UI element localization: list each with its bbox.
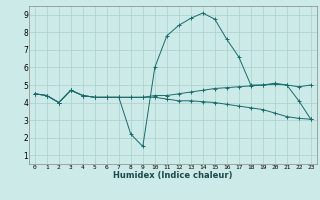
X-axis label: Humidex (Indice chaleur): Humidex (Indice chaleur) — [113, 171, 233, 180]
